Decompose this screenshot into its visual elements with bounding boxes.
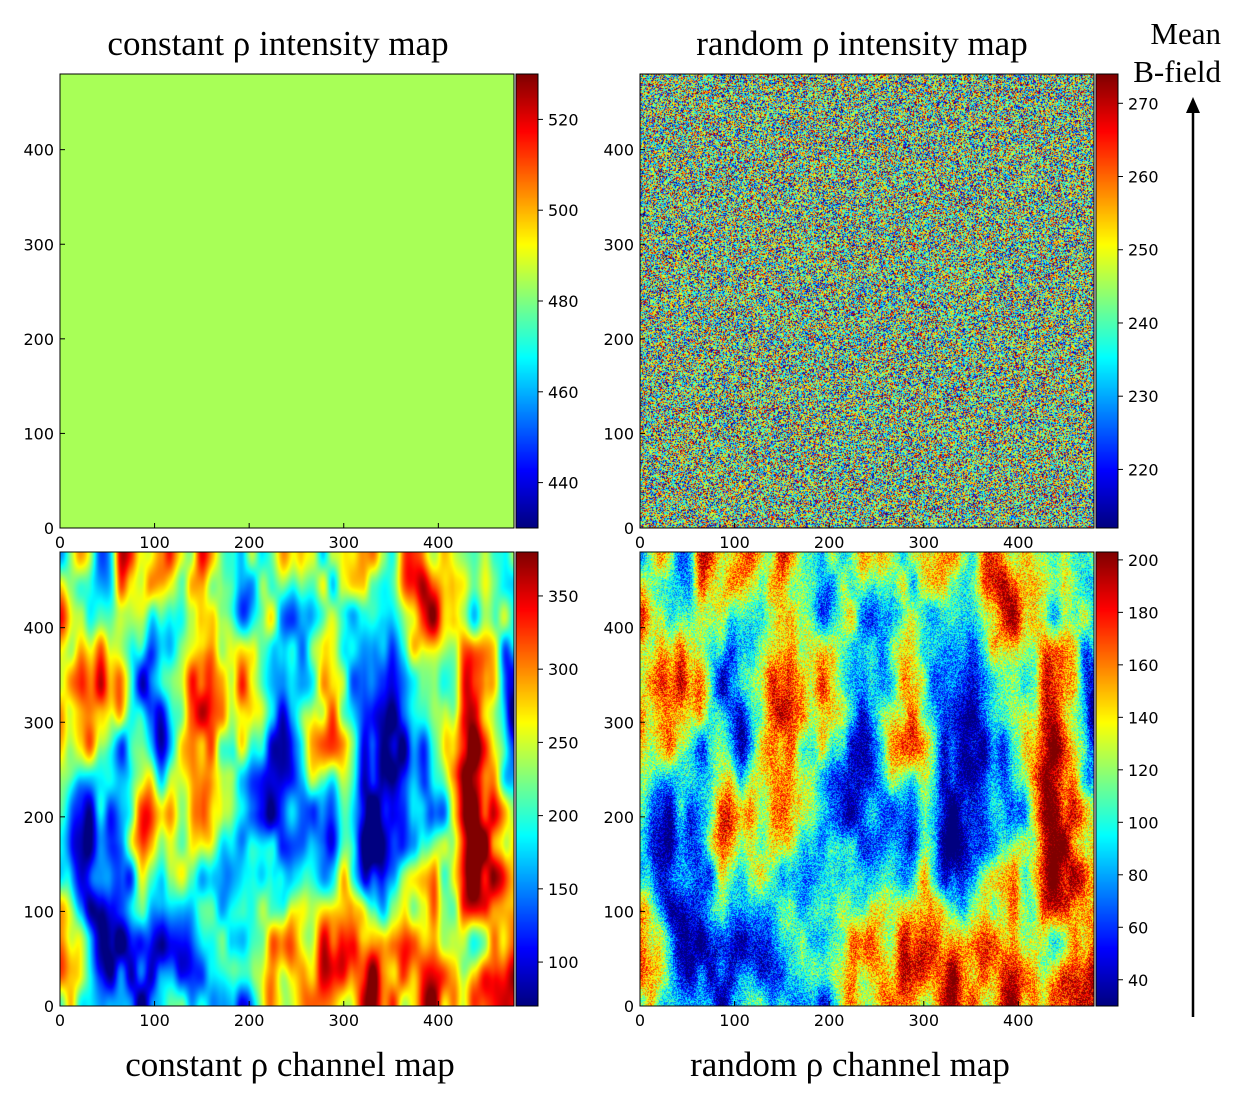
x-tick-label: 400 [1003, 533, 1034, 552]
colorbar-gradient [1096, 74, 1118, 528]
colorbar-tick-label: 200 [548, 807, 579, 826]
panel-title-random-intensity: random ρ intensity map [696, 24, 1028, 63]
colorbar-frame [1095, 73, 1119, 529]
heatmap-frame [59, 551, 515, 1007]
x-tick-label: 100 [719, 1011, 750, 1030]
colorbar-tick-label: 140 [1128, 708, 1159, 727]
heatmap-frame [59, 73, 515, 529]
colorbar-tick-label: 200 [1128, 551, 1159, 570]
y-tick-label: 100 [23, 902, 54, 921]
y-tick-label: 400 [23, 619, 54, 638]
y-tick-label: 300 [603, 235, 634, 254]
panel-title-constant-intensity: constant ρ intensity map [107, 24, 449, 63]
y-tick-label: 200 [603, 330, 634, 349]
y-tick-label: 400 [23, 141, 54, 160]
x-tick-label: 400 [423, 1011, 454, 1030]
y-tick-label: 100 [603, 424, 634, 443]
colorbar-tick-label: 460 [548, 383, 579, 402]
x-tick-label: 0 [635, 533, 645, 552]
y-tick-label: 200 [23, 808, 54, 827]
colorbar-tick-label: 150 [548, 880, 579, 899]
y-tick-label: 0 [624, 519, 634, 538]
axes-overlay: 0 100 200 300 400 0 100 200 300 400 40 60 80 100 120 14… [603, 551, 1158, 1030]
colorbar-tick-label: 300 [548, 660, 579, 679]
colorbar-tick-label: 220 [1128, 460, 1159, 479]
y-tick-label: 0 [624, 997, 634, 1016]
x-tick-label: 100 [139, 533, 170, 552]
x-tick-label: 200 [814, 533, 845, 552]
x-tick-label: 0 [55, 1011, 65, 1030]
axes-overlay: 0 100 200 300 400 0 100 200 300 400 100 150 200 250 30… [23, 551, 579, 1030]
colorbar-tick-label: 260 [1128, 168, 1159, 187]
y-tick-label: 200 [603, 808, 634, 827]
y-tick-label: 300 [23, 713, 54, 732]
colorbar-frame [515, 551, 539, 1007]
x-tick-label: 100 [719, 533, 750, 552]
x-tick-label: 300 [328, 533, 359, 552]
x-tick-label: 200 [814, 1011, 845, 1030]
y-tick-label: 0 [44, 519, 54, 538]
panel-title-random-channel: random ρ channel map [690, 1045, 1010, 1084]
colorbar-frame [1095, 551, 1119, 1007]
y-tick-label: 400 [603, 141, 634, 160]
colorbar-tick-label: 250 [1128, 241, 1159, 260]
y-tick-label: 400 [603, 619, 634, 638]
heatmap-image [60, 552, 514, 1006]
x-tick-label: 400 [423, 533, 454, 552]
colorbar-tick-label: 120 [1128, 761, 1159, 780]
x-tick-label: 300 [908, 533, 939, 552]
colorbar-tick-label: 60 [1128, 918, 1148, 937]
colorbar-tick-label: 240 [1128, 314, 1159, 333]
y-tick-label: 300 [23, 235, 54, 254]
colorbar-gradient [516, 552, 538, 1006]
colorbar-gradient [516, 74, 538, 528]
x-tick-label: 400 [1003, 1011, 1034, 1030]
colorbar-tick-label: 500 [548, 201, 579, 220]
axes-overlay: 0 100 200 300 400 0 100 200 300 400 220 230 240 250 26… [603, 73, 1159, 552]
heatmap-image [60, 74, 514, 528]
heatmap-image [640, 74, 1094, 528]
x-tick-label: 100 [139, 1011, 170, 1030]
colorbar-tick-label: 520 [548, 110, 579, 129]
colorbar-frame [515, 73, 539, 529]
x-tick-label: 0 [55, 533, 65, 552]
heatmap-frame [639, 73, 1095, 529]
panel-title-constant-channel: constant ρ channel map [125, 1045, 455, 1084]
colorbar-tick-label: 440 [548, 474, 579, 493]
x-tick-label: 300 [908, 1011, 939, 1030]
colorbar-tick-label: 480 [548, 292, 579, 311]
colorbar-tick-label: 180 [1128, 603, 1159, 622]
y-tick-label: 200 [23, 330, 54, 349]
colorbar-tick-label: 270 [1128, 94, 1159, 113]
x-tick-label: 0 [635, 1011, 645, 1030]
heatmap-frame [639, 551, 1095, 1007]
colorbar-tick-label: 100 [548, 953, 579, 972]
colorbar-tick-label: 100 [1128, 813, 1159, 832]
mean-bfield-label-line1: Mean [1150, 16, 1221, 51]
colorbar-tick-label: 250 [548, 733, 579, 752]
y-tick-label: 100 [23, 424, 54, 443]
x-tick-label: 200 [234, 1011, 265, 1030]
x-tick-label: 300 [328, 1011, 359, 1030]
colorbar-tick-label: 230 [1128, 387, 1159, 406]
colorbar-tick-label: 350 [548, 587, 579, 606]
y-tick-label: 0 [44, 997, 54, 1016]
y-tick-label: 100 [603, 902, 634, 921]
colorbar-tick-label: 80 [1128, 866, 1148, 885]
colorbar-gradient [1096, 552, 1118, 1006]
heatmap-image [640, 552, 1094, 1006]
mean-bfield-arrow [1186, 97, 1200, 1017]
y-tick-label: 300 [603, 713, 634, 732]
colorbar-tick-label: 160 [1128, 656, 1159, 675]
x-tick-label: 200 [234, 533, 265, 552]
axes-overlay: 0 100 200 300 400 0 100 200 300 400 440 460 480 500 52… [23, 73, 579, 552]
mean-bfield-label-line2: B-field [1133, 54, 1221, 89]
colorbar-tick-label: 40 [1128, 971, 1148, 990]
